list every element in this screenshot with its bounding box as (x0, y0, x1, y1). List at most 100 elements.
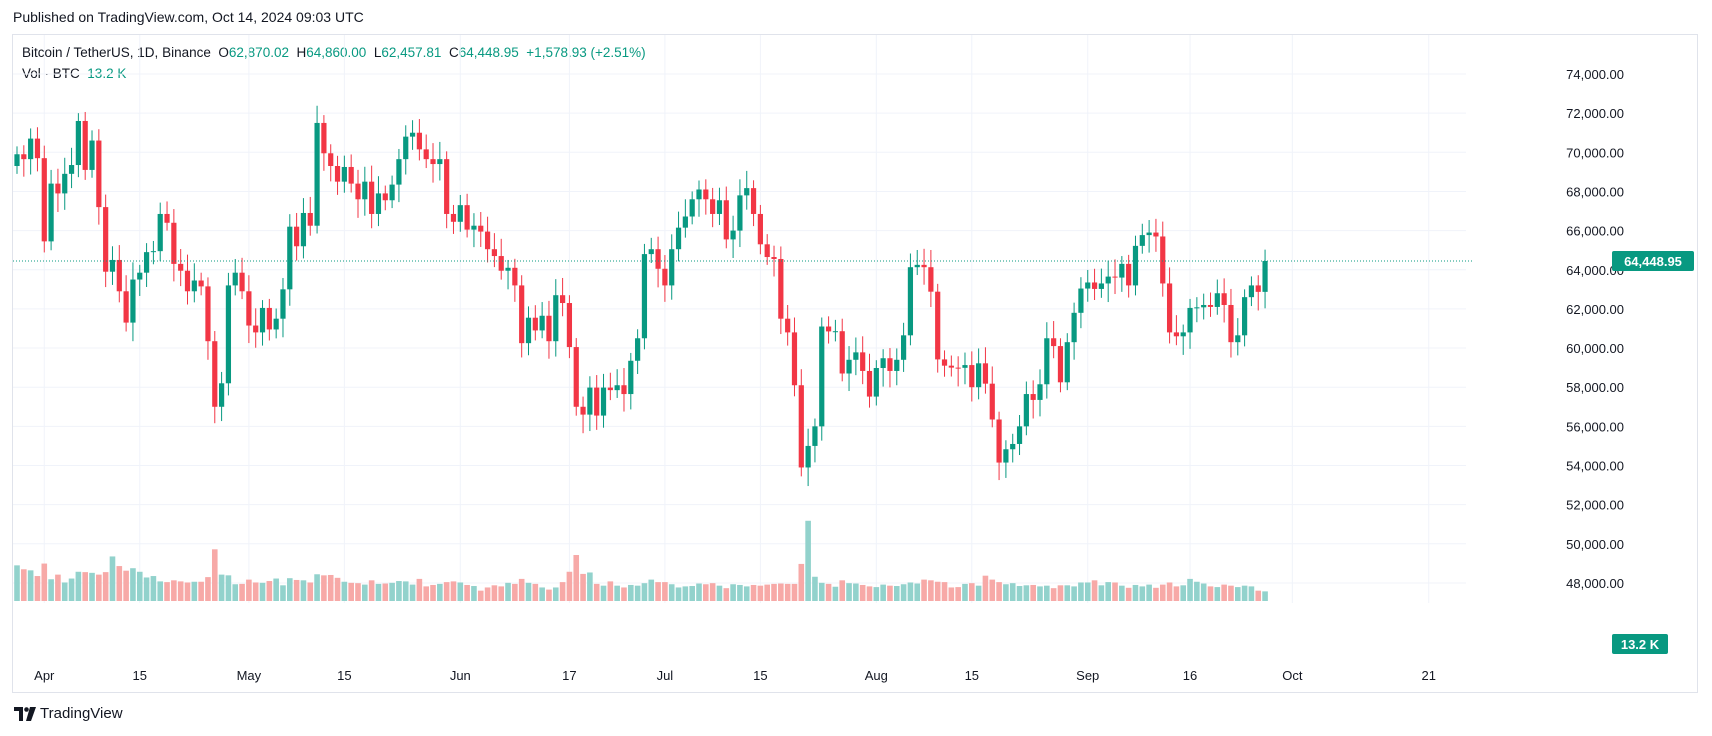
price-tick-label: 50,000.00 (1566, 537, 1624, 552)
volume-bar (641, 583, 648, 601)
candle-body (409, 132, 416, 137)
candle-body (1044, 338, 1050, 385)
candle-body (771, 257, 777, 259)
date-tick-label: 21 (1422, 668, 1436, 683)
candle-body (505, 267, 511, 271)
volume-bar (1003, 584, 1009, 601)
candle-body (423, 149, 429, 160)
volume-bar (1078, 582, 1084, 601)
candle-body (580, 406, 586, 415)
candle-body (860, 352, 866, 371)
volume-bar (1146, 584, 1152, 601)
candle-body (294, 226, 300, 247)
volume-bar (1153, 587, 1159, 601)
candle-body (648, 249, 654, 255)
volume-bar (600, 585, 607, 601)
volume-bar (21, 569, 27, 601)
volume-bar (232, 584, 239, 601)
date-tick-label: 15 (337, 668, 351, 683)
candle-body (750, 188, 757, 214)
candle-body (1091, 282, 1098, 289)
change-value: +1,578.93 (+2.51%) (526, 45, 646, 60)
candle-body (48, 183, 54, 242)
candle-body (887, 358, 893, 371)
candle-body (716, 200, 723, 214)
published-note: Published on TradingView.com, Oct 14, 20… (13, 9, 364, 25)
volume-bar (798, 563, 805, 601)
candle-body (594, 387, 600, 416)
date-tick-label: 16 (1183, 668, 1197, 683)
volume-bar (327, 574, 334, 601)
symbol-label[interactable]: Bitcoin / TetherUS, 1D, Binance (22, 45, 211, 60)
volume-bar (225, 575, 232, 601)
candle-body (103, 207, 109, 272)
volume-bar (539, 587, 545, 601)
candle-body (764, 244, 770, 258)
candle-body (614, 385, 620, 391)
volume-bar (1214, 587, 1221, 601)
volume-bar (27, 570, 34, 601)
candle-body (14, 154, 20, 167)
candle-body (464, 205, 470, 230)
candle-body (246, 291, 252, 326)
volume-bar (341, 581, 348, 601)
candle-body (198, 280, 204, 287)
open-label: O (218, 45, 229, 60)
volume-bar (402, 581, 409, 601)
candle-body (1255, 285, 1261, 292)
price-tick-label: 66,000.00 (1566, 224, 1624, 239)
volume-bar (68, 578, 75, 601)
candle-body (744, 188, 750, 196)
volume-bar (1030, 584, 1036, 601)
candle-body (573, 347, 579, 407)
candle-body (778, 258, 784, 319)
candle-body (389, 184, 395, 201)
candle-body (1160, 236, 1166, 284)
candle-body (355, 183, 361, 200)
candle-body (730, 230, 736, 240)
volume-bar (716, 585, 723, 601)
candle-body (1078, 288, 1084, 313)
candle-body (600, 387, 607, 416)
volume-bar (484, 587, 491, 601)
volume-bar (573, 555, 580, 601)
last-price-badge (1612, 250, 1694, 271)
volume-bar (273, 578, 279, 601)
volume-bar (130, 568, 136, 601)
volume-bar (1255, 590, 1262, 601)
volume-bar (1119, 585, 1125, 601)
volume-bar (348, 582, 354, 601)
volume-bar (109, 556, 116, 601)
tradingview-logo-icon (14, 706, 36, 721)
candle-body (1085, 282, 1091, 289)
last-volume-badge (1612, 634, 1668, 654)
volume-bar (546, 589, 552, 601)
candle-body (321, 122, 327, 154)
candle-body (553, 295, 559, 342)
candle-body (587, 387, 593, 415)
candle-body (880, 358, 886, 369)
candle-body (1112, 276, 1118, 278)
volume-bar (1221, 584, 1227, 601)
candle-body (846, 359, 852, 374)
volume-bar (628, 584, 634, 601)
tradingview-logo[interactable]: TradingView (14, 705, 123, 722)
close-label: C (448, 45, 459, 60)
volume-bar (682, 586, 689, 601)
volume-bar (907, 582, 914, 601)
volume-bar (934, 581, 941, 601)
volume-bar (566, 571, 573, 601)
candle-body (266, 307, 272, 330)
volume-bar (1112, 582, 1118, 601)
candle-body (430, 159, 436, 165)
candle-body (1180, 332, 1186, 337)
volume-bar (784, 583, 791, 601)
volume-bar (450, 581, 457, 601)
candle-body (819, 326, 825, 427)
volume-bar (1248, 586, 1255, 601)
volume-bar (778, 583, 784, 601)
volume-bar (266, 581, 273, 601)
candle-body (341, 166, 347, 182)
candle-body (1207, 304, 1214, 307)
